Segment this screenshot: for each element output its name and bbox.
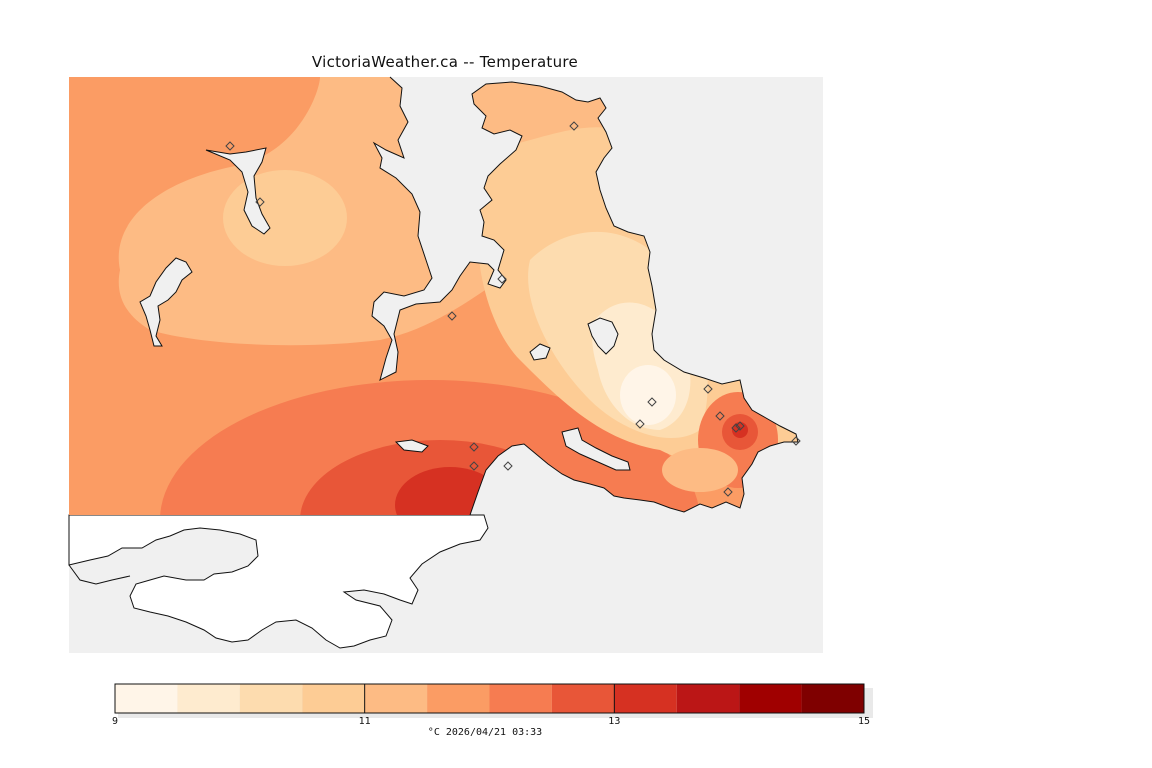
legend-bin-9 <box>614 684 677 713</box>
lake-north <box>205 147 271 235</box>
lake-west <box>139 257 193 347</box>
land-outline-south <box>68 514 489 649</box>
station-marker[interactable] <box>791 436 801 446</box>
legend-tick-label: 11 <box>359 716 371 727</box>
coastline <box>371 76 799 516</box>
legend-bin-8 <box>551 684 615 713</box>
legend-bin-3 <box>239 684 303 713</box>
legend-tick-label: 9 <box>112 716 118 727</box>
station-marker[interactable] <box>647 397 657 407</box>
legend-caption: °C 2026/04/21 03:33 <box>427 727 543 738</box>
lake-small <box>529 343 551 361</box>
station-marker[interactable] <box>731 423 741 433</box>
map-title: VictoriaWeather.ca -- Temperature <box>311 53 579 71</box>
station-marker[interactable] <box>723 487 733 497</box>
station-markers <box>225 121 801 497</box>
station-marker[interactable] <box>703 384 713 394</box>
legend-ticks: 9 11 13 15 <box>112 684 870 727</box>
station-marker[interactable] <box>225 141 235 151</box>
legend-bin-2 <box>177 684 240 713</box>
station-marker[interactable] <box>503 461 513 471</box>
legend-tick-label: 15 <box>858 716 870 727</box>
legend-tick-label: 13 <box>608 716 620 727</box>
legend-bin-7 <box>489 684 552 713</box>
land-outline-south-detail <box>68 564 131 585</box>
station-marker[interactable] <box>735 421 745 431</box>
legend-bin-6 <box>427 684 490 713</box>
lake-south <box>394 439 429 453</box>
legend-bin-1 <box>115 684 178 713</box>
station-marker[interactable] <box>469 461 479 471</box>
legend-bin-11 <box>739 684 802 713</box>
legend-bin-5 <box>364 684 428 713</box>
lake-central <box>587 317 619 355</box>
station-marker[interactable] <box>569 121 579 131</box>
station-marker[interactable] <box>447 311 457 321</box>
station-marker[interactable] <box>469 442 479 452</box>
legend-bin-4 <box>302 684 365 713</box>
legend-bin-10 <box>676 684 740 713</box>
station-marker[interactable] <box>497 274 507 284</box>
legend-bins <box>115 684 864 713</box>
harbour-inlet <box>561 427 631 471</box>
legend-bin-12 <box>801 684 864 713</box>
station-marker[interactable] <box>635 419 645 429</box>
station-marker[interactable] <box>255 197 265 207</box>
station-marker[interactable] <box>715 411 725 421</box>
